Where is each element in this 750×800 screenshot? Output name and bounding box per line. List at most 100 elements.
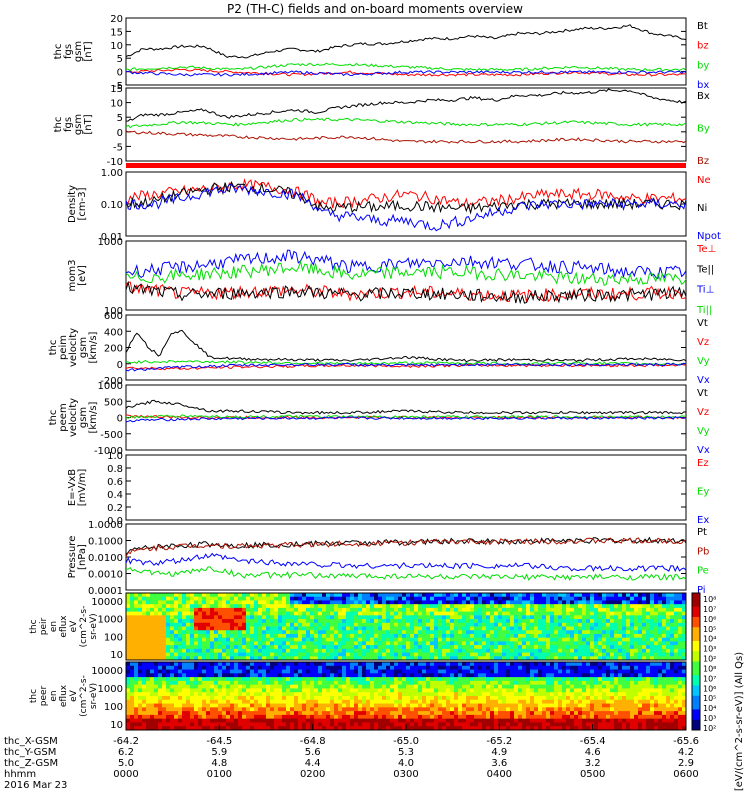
legend-item: By bbox=[697, 124, 710, 135]
spectrogram-cell bbox=[154, 726, 159, 731]
spectrogram-cell bbox=[138, 669, 143, 674]
spectrogram-cell bbox=[306, 604, 311, 609]
spectrogram-cell bbox=[502, 652, 507, 657]
spectrogram-cell bbox=[558, 656, 563, 661]
spectrogram-cell bbox=[130, 714, 135, 720]
spectrogram-cell bbox=[474, 604, 479, 609]
spectrogram-cell bbox=[322, 615, 327, 620]
spectrogram-cell bbox=[290, 673, 295, 678]
spectrogram-cell bbox=[542, 641, 547, 646]
spectrogram-cell bbox=[302, 707, 307, 712]
spectrogram-cell bbox=[134, 596, 139, 601]
spectrogram-cell bbox=[494, 665, 499, 670]
spectrogram-cell bbox=[650, 596, 655, 601]
spectrogram-cell bbox=[542, 596, 547, 601]
spectrogram-cell bbox=[326, 600, 331, 605]
spectrogram-cell bbox=[382, 633, 387, 639]
spectrogram-cell bbox=[202, 688, 207, 693]
spectrogram-cell bbox=[622, 669, 627, 674]
spectrogram-cell bbox=[186, 662, 191, 667]
spectrogram-cell bbox=[234, 692, 239, 697]
spectrogram-cell bbox=[490, 593, 495, 598]
spectrogram-cell bbox=[566, 707, 571, 712]
spectrogram-cell bbox=[402, 669, 407, 674]
spectrogram-cell bbox=[494, 641, 499, 646]
spectrogram-cell bbox=[546, 593, 551, 598]
spectrogram-cell bbox=[618, 600, 623, 605]
spectrogram-cell bbox=[378, 622, 383, 627]
spectrogram-cell bbox=[482, 692, 487, 697]
spectrogram-cell bbox=[498, 600, 503, 605]
spectrogram-cell bbox=[518, 648, 523, 653]
spectrogram-cell bbox=[326, 688, 331, 693]
spectrogram-cell bbox=[210, 604, 215, 609]
spectrogram-cell bbox=[314, 699, 319, 704]
spectrogram-cell bbox=[410, 707, 415, 712]
spectrogram-cell bbox=[366, 688, 371, 693]
spectrogram-cell bbox=[570, 726, 575, 731]
spectrogram-cell bbox=[178, 656, 183, 661]
spectrogram-cell bbox=[538, 714, 543, 720]
spectrogram-cell bbox=[182, 662, 187, 667]
spectrogram-cell bbox=[422, 673, 427, 678]
spectrogram-cell bbox=[562, 637, 567, 642]
spectrogram-cell bbox=[498, 641, 503, 646]
spectrogram-cell bbox=[618, 604, 623, 609]
spectrogram-cell bbox=[490, 696, 495, 701]
spectrogram-cell bbox=[370, 637, 375, 642]
spectrogram-cell bbox=[162, 726, 167, 731]
spectrogram-cell bbox=[646, 596, 651, 601]
spectrogram-cell bbox=[214, 699, 219, 704]
spectrogram-cell bbox=[470, 680, 475, 686]
spectrogram-cell bbox=[290, 662, 295, 667]
spectrogram-cell bbox=[586, 714, 591, 720]
spectrogram-cell bbox=[126, 696, 131, 701]
spectrogram-cell bbox=[170, 711, 175, 716]
spectrogram-cell bbox=[458, 600, 463, 605]
spectrogram-cell bbox=[434, 622, 439, 627]
spectrogram-cell bbox=[570, 711, 575, 716]
spectrogram-cell bbox=[498, 607, 503, 613]
spectrogram-cell bbox=[598, 641, 603, 646]
spectrogram-cell bbox=[662, 622, 667, 627]
spectrogram-cell bbox=[450, 604, 455, 609]
spectrogram-cell bbox=[498, 680, 503, 686]
spectrogram-cell bbox=[522, 622, 527, 627]
spectrogram-cell bbox=[422, 707, 427, 712]
spectrogram-cell bbox=[242, 718, 247, 723]
spectrogram-cell bbox=[586, 665, 591, 670]
spectrogram-cell bbox=[318, 707, 323, 712]
spectrogram-cell bbox=[330, 688, 335, 693]
spectrogram-cell bbox=[518, 703, 523, 708]
spectrogram-cell bbox=[510, 645, 515, 650]
y-tick-label: -200 bbox=[100, 376, 123, 387]
spectrogram-cell bbox=[578, 680, 583, 686]
spectrogram-cell bbox=[622, 684, 627, 689]
spectrogram-cell bbox=[362, 726, 367, 731]
spectrogram-cell bbox=[514, 665, 519, 670]
spectrogram-cell bbox=[502, 692, 507, 697]
legend-item: Pe bbox=[697, 566, 709, 577]
spectrogram-cell bbox=[522, 711, 527, 716]
spectrogram-cell bbox=[426, 604, 431, 609]
spectrogram-cell bbox=[170, 645, 175, 650]
spectrogram-cell bbox=[454, 669, 459, 674]
spectrogram-cell bbox=[210, 615, 215, 620]
spectrogram-cell bbox=[162, 622, 167, 627]
spectrogram-cell bbox=[618, 669, 623, 674]
spectrogram-cell bbox=[210, 669, 215, 674]
spectrogram-cell bbox=[418, 688, 423, 693]
spectrogram-cell bbox=[474, 596, 479, 601]
spectrogram-cell bbox=[234, 656, 239, 661]
spectrogram-cell bbox=[426, 703, 431, 708]
spectrogram-cell bbox=[434, 652, 439, 657]
spectrogram-cell bbox=[466, 692, 471, 697]
spectrogram-cell bbox=[294, 652, 299, 657]
spectrogram-cell bbox=[306, 673, 311, 678]
spectrogram-cell bbox=[262, 652, 267, 657]
spectrogram-cell bbox=[594, 648, 599, 653]
spectrogram-cell bbox=[542, 645, 547, 650]
spectrogram-cell bbox=[170, 593, 175, 598]
spectrogram-cell bbox=[462, 637, 467, 642]
spectrogram-cell bbox=[290, 633, 295, 639]
